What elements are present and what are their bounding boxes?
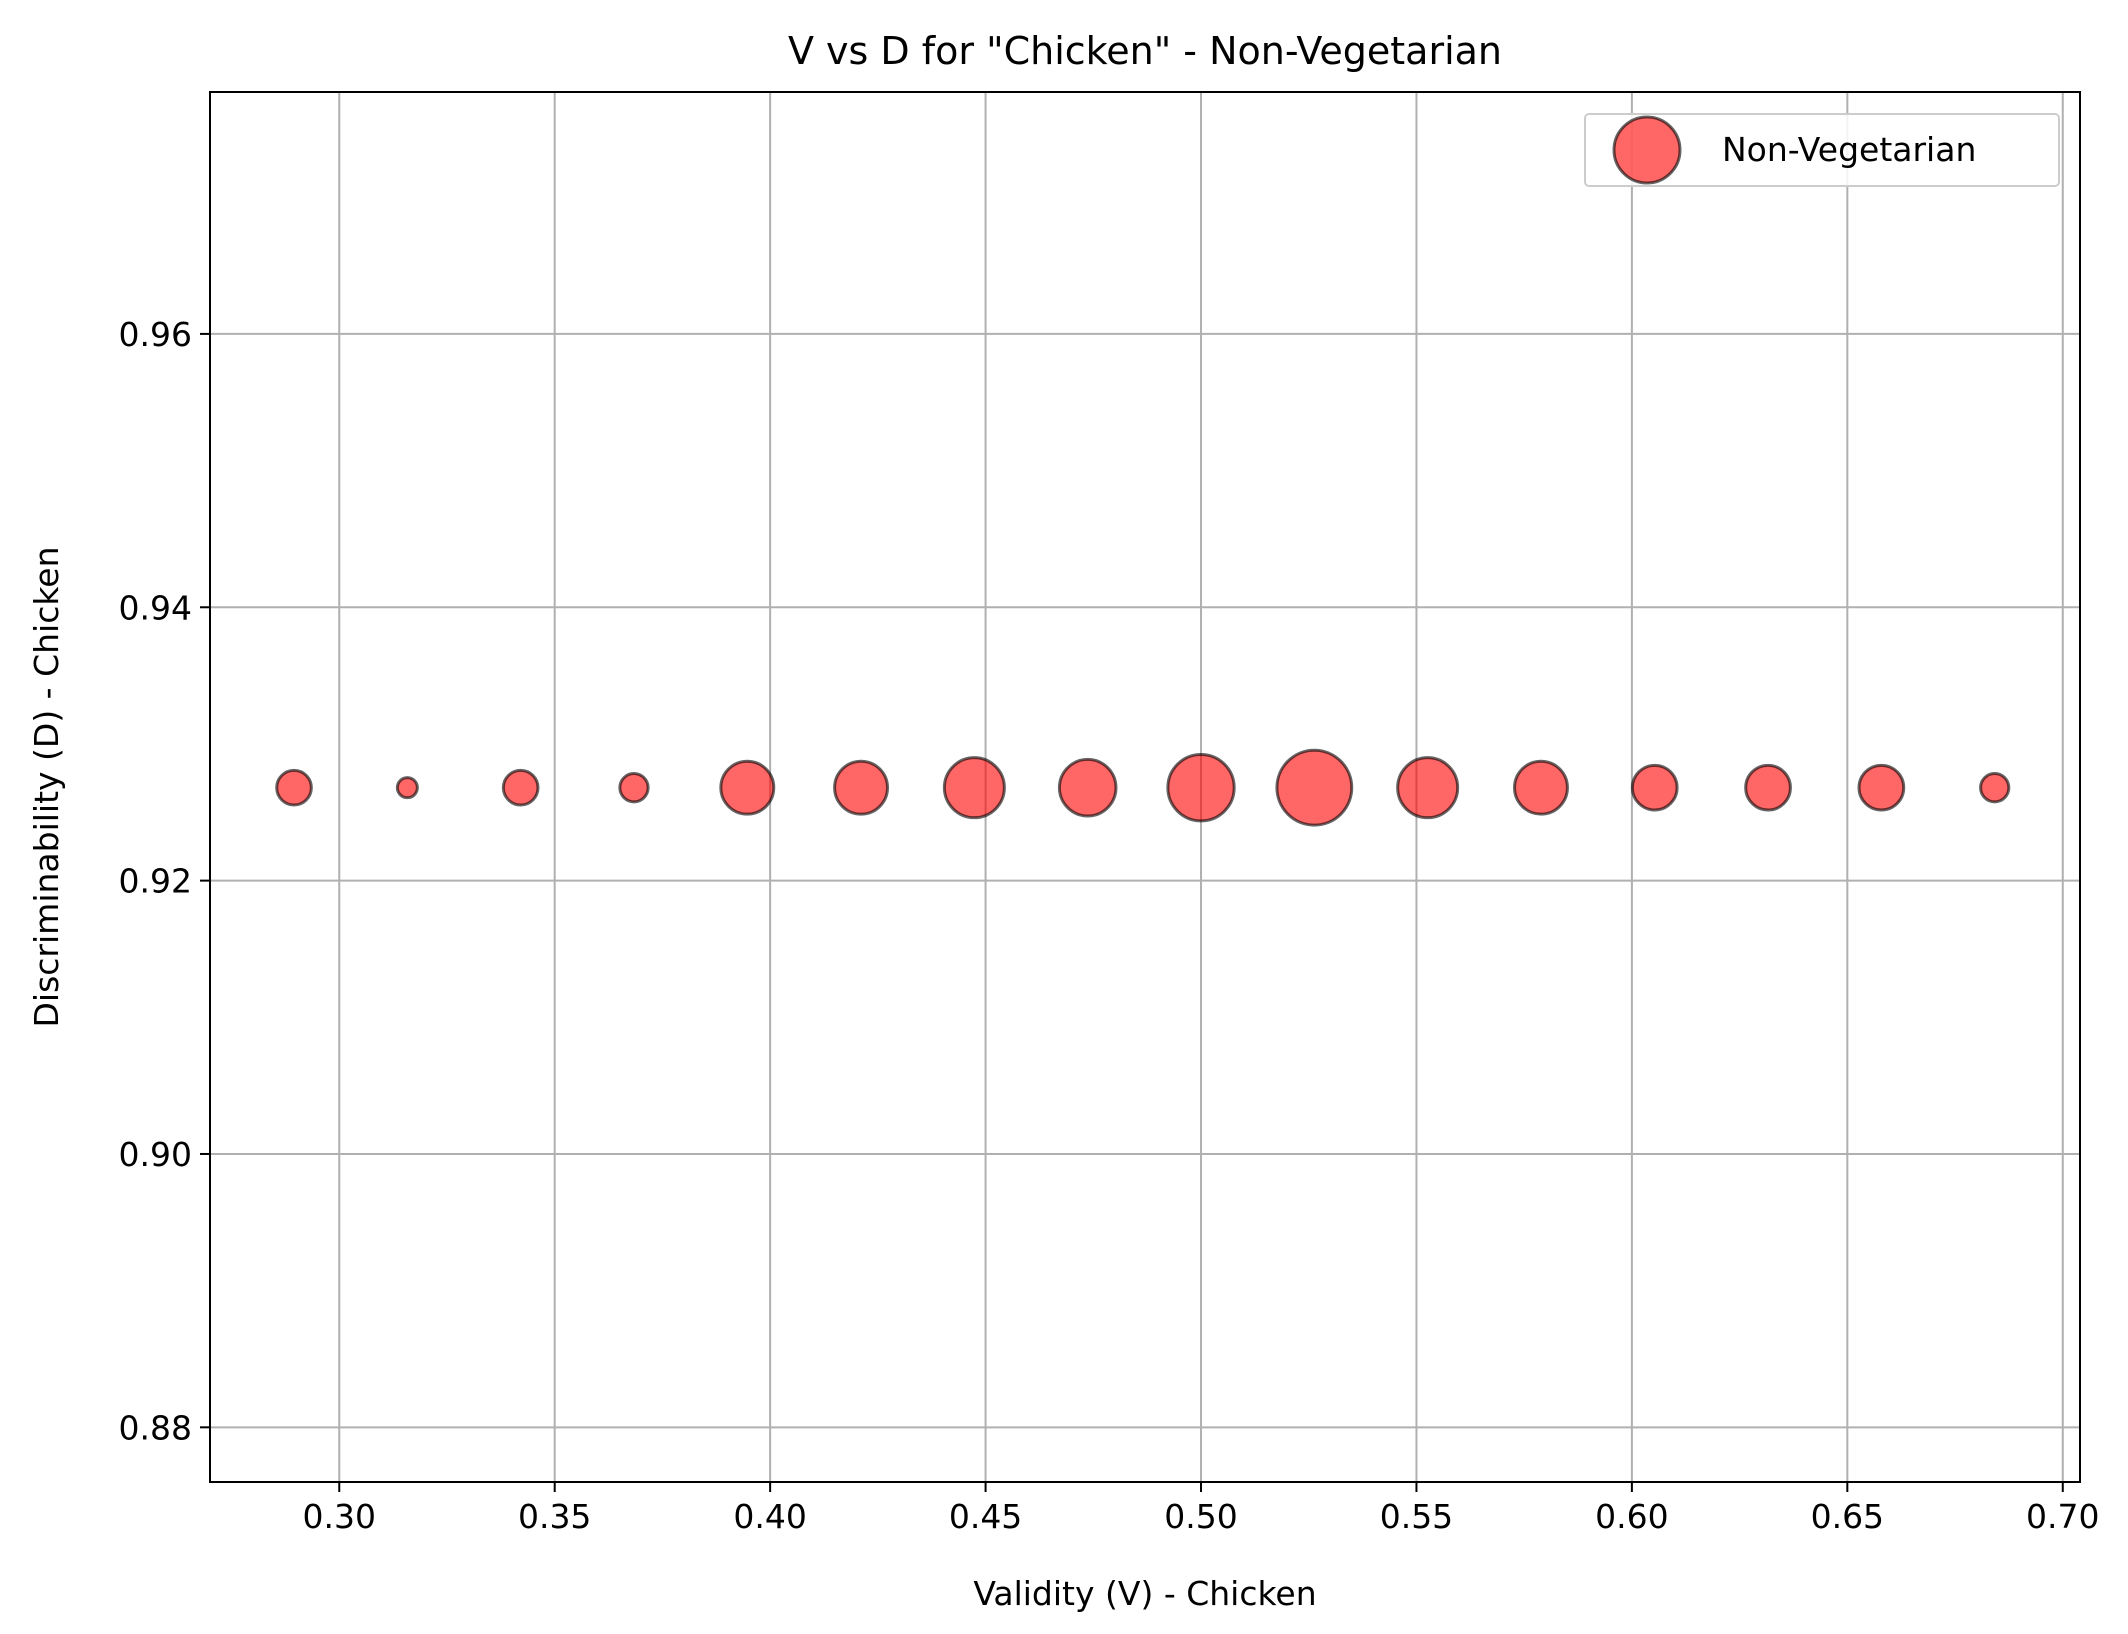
y-tick-label: 0.92 bbox=[119, 862, 192, 901]
scatter-point bbox=[1979, 772, 2011, 804]
scatter-point bbox=[719, 759, 776, 816]
y-tick-label: 0.94 bbox=[119, 588, 192, 627]
scatter-point bbox=[395, 776, 419, 800]
scatter-points bbox=[275, 748, 2011, 827]
scatter-point bbox=[942, 756, 1006, 820]
chart-title: V vs D for "Chicken" - Non-Vegetarian bbox=[788, 29, 1502, 73]
y-tick-label: 0.96 bbox=[119, 315, 192, 354]
scatter-point bbox=[1166, 753, 1236, 823]
y-axis-label: Discriminability (D) - Chicken bbox=[27, 547, 66, 1028]
x-tick-label: 0.50 bbox=[1164, 1497, 1237, 1536]
x-tick-label: 0.30 bbox=[303, 1497, 376, 1536]
scatter-point bbox=[1630, 763, 1679, 812]
scatter-point bbox=[1513, 759, 1569, 816]
scatter-point bbox=[501, 768, 540, 807]
x-tick-label: 0.35 bbox=[518, 1497, 591, 1536]
legend: Non-Vegetarian bbox=[1584, 113, 2060, 187]
scatter-point bbox=[833, 759, 890, 816]
x-tick-label: 0.65 bbox=[1811, 1497, 1884, 1536]
scatter-point bbox=[275, 768, 313, 807]
scatter-point bbox=[1396, 756, 1460, 820]
grid-lines bbox=[210, 92, 2080, 1482]
x-tick-label: 0.70 bbox=[2026, 1497, 2099, 1536]
x-tick-label: 0.40 bbox=[733, 1497, 806, 1536]
y-tick-label: 0.88 bbox=[119, 1408, 192, 1447]
scatter-point bbox=[618, 772, 650, 804]
scatter-point bbox=[1057, 757, 1118, 818]
legend-box bbox=[1584, 113, 2060, 187]
x-tick-label: 0.45 bbox=[949, 1497, 1022, 1536]
legend-marker bbox=[1612, 115, 1682, 185]
x-axis-label: Validity (V) - Chicken bbox=[973, 1574, 1316, 1613]
scatter-point bbox=[1857, 763, 1906, 812]
plot-frame bbox=[209, 91, 2081, 1483]
y-tick-label: 0.90 bbox=[119, 1135, 192, 1174]
y-axis-ticks: 0.88 0.90 0.92 0.94 0.96 bbox=[119, 315, 210, 1447]
legend-label-non-vegetarian: Non-Vegetarian bbox=[1722, 130, 1976, 169]
x-axis-ticks: 0.30 0.35 0.40 0.45 0.50 0.55 0.60 0.65 0.70 bbox=[303, 1482, 2100, 1536]
scatter-point bbox=[1275, 748, 1354, 827]
x-tick-label: 0.55 bbox=[1380, 1497, 1453, 1536]
scatter-point bbox=[1744, 763, 1792, 812]
x-tick-label: 0.60 bbox=[1595, 1497, 1668, 1536]
